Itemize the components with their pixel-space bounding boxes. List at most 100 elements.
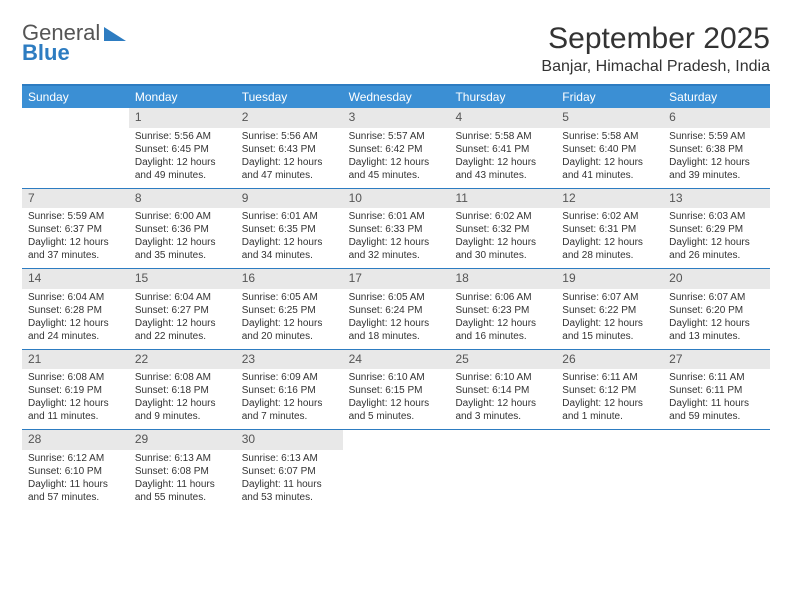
day-body: Sunrise: 6:11 AMSunset: 6:11 PMDaylight:… (663, 369, 770, 429)
logo-triangle-icon (104, 25, 126, 41)
sunset-text: Sunset: 6:12 PM (562, 384, 657, 397)
sunset-text: Sunset: 6:41 PM (455, 143, 550, 156)
calendar-day: 28Sunrise: 6:12 AMSunset: 6:10 PMDayligh… (22, 430, 129, 510)
day-number: 18 (449, 269, 556, 289)
day-number: 19 (556, 269, 663, 289)
day-body: Sunrise: 6:13 AMSunset: 6:08 PMDaylight:… (129, 450, 236, 510)
sunrise-text: Sunrise: 5:57 AM (349, 130, 444, 143)
sunset-text: Sunset: 6:15 PM (349, 384, 444, 397)
calendar-day: 1Sunrise: 5:56 AMSunset: 6:45 PMDaylight… (129, 108, 236, 188)
sunrise-text: Sunrise: 6:08 AM (28, 371, 123, 384)
calendar-day: 20Sunrise: 6:07 AMSunset: 6:20 PMDayligh… (663, 269, 770, 349)
daylight-text: Daylight: 12 hours and 43 minutes. (455, 156, 550, 182)
day-number: 9 (236, 189, 343, 209)
sunrise-text: Sunrise: 6:06 AM (455, 291, 550, 304)
day-number: 23 (236, 350, 343, 370)
sunset-text: Sunset: 6:36 PM (135, 223, 230, 236)
day-body: Sunrise: 6:09 AMSunset: 6:16 PMDaylight:… (236, 369, 343, 429)
sunset-text: Sunset: 6:29 PM (669, 223, 764, 236)
calendar-day: 5Sunrise: 5:58 AMSunset: 6:40 PMDaylight… (556, 108, 663, 188)
day-body: Sunrise: 6:02 AMSunset: 6:32 PMDaylight:… (449, 208, 556, 268)
weekday-header: Sunday Monday Tuesday Wednesday Thursday… (22, 86, 770, 108)
daylight-text: Daylight: 12 hours and 47 minutes. (242, 156, 337, 182)
day-body: Sunrise: 6:05 AMSunset: 6:24 PMDaylight:… (343, 289, 450, 349)
day-body: Sunrise: 6:05 AMSunset: 6:25 PMDaylight:… (236, 289, 343, 349)
daylight-text: Daylight: 12 hours and 35 minutes. (135, 236, 230, 262)
calendar-day: 11Sunrise: 6:02 AMSunset: 6:32 PMDayligh… (449, 189, 556, 269)
day-body: Sunrise: 5:58 AMSunset: 6:40 PMDaylight:… (556, 128, 663, 188)
calendar-day: 19Sunrise: 6:07 AMSunset: 6:22 PMDayligh… (556, 269, 663, 349)
weekday-thursday: Thursday (449, 86, 556, 108)
daylight-text: Daylight: 12 hours and 34 minutes. (242, 236, 337, 262)
day-body: Sunrise: 5:59 AMSunset: 6:38 PMDaylight:… (663, 128, 770, 188)
day-body: Sunrise: 6:01 AMSunset: 6:33 PMDaylight:… (343, 208, 450, 268)
calendar-day: 7Sunrise: 5:59 AMSunset: 6:37 PMDaylight… (22, 189, 129, 269)
calendar-day (556, 430, 663, 510)
calendar-day (449, 430, 556, 510)
daylight-text: Daylight: 12 hours and 32 minutes. (349, 236, 444, 262)
location-label: Banjar, Himachal Pradesh, India (541, 58, 770, 76)
day-body: Sunrise: 5:56 AMSunset: 6:43 PMDaylight:… (236, 128, 343, 188)
day-number: 13 (663, 189, 770, 209)
sunrise-text: Sunrise: 6:01 AM (349, 210, 444, 223)
sunrise-text: Sunrise: 6:10 AM (455, 371, 550, 384)
day-number: 10 (343, 189, 450, 209)
day-number: 2 (236, 108, 343, 128)
daylight-text: Daylight: 12 hours and 39 minutes. (669, 156, 764, 182)
calendar-day: 14Sunrise: 6:04 AMSunset: 6:28 PMDayligh… (22, 269, 129, 349)
sunrise-text: Sunrise: 6:02 AM (562, 210, 657, 223)
daylight-text: Daylight: 11 hours and 57 minutes. (28, 478, 123, 504)
calendar-day (343, 430, 450, 510)
sunrise-text: Sunrise: 5:56 AM (242, 130, 337, 143)
daylight-text: Daylight: 12 hours and 3 minutes. (455, 397, 550, 423)
day-number (556, 430, 663, 434)
calendar-day: 15Sunrise: 6:04 AMSunset: 6:27 PMDayligh… (129, 269, 236, 349)
day-body: Sunrise: 6:04 AMSunset: 6:27 PMDaylight:… (129, 289, 236, 349)
sunrise-text: Sunrise: 6:10 AM (349, 371, 444, 384)
weekday-friday: Friday (556, 86, 663, 108)
daylight-text: Daylight: 12 hours and 5 minutes. (349, 397, 444, 423)
day-body: Sunrise: 6:03 AMSunset: 6:29 PMDaylight:… (663, 208, 770, 268)
sunset-text: Sunset: 6:40 PM (562, 143, 657, 156)
weekday-wednesday: Wednesday (343, 86, 450, 108)
weekday-tuesday: Tuesday (236, 86, 343, 108)
day-number: 3 (343, 108, 450, 128)
day-number (449, 430, 556, 434)
day-body: Sunrise: 6:00 AMSunset: 6:36 PMDaylight:… (129, 208, 236, 268)
daylight-text: Daylight: 11 hours and 55 minutes. (135, 478, 230, 504)
calendar-week: 1Sunrise: 5:56 AMSunset: 6:45 PMDaylight… (22, 108, 770, 188)
calendar-day: 4Sunrise: 5:58 AMSunset: 6:41 PMDaylight… (449, 108, 556, 188)
calendar-day: 9Sunrise: 6:01 AMSunset: 6:35 PMDaylight… (236, 189, 343, 269)
day-body: Sunrise: 6:12 AMSunset: 6:10 PMDaylight:… (22, 450, 129, 510)
sunset-text: Sunset: 6:28 PM (28, 304, 123, 317)
day-number: 15 (129, 269, 236, 289)
calendar-day: 25Sunrise: 6:10 AMSunset: 6:14 PMDayligh… (449, 350, 556, 430)
day-body: Sunrise: 6:10 AMSunset: 6:15 PMDaylight:… (343, 369, 450, 429)
daylight-text: Daylight: 11 hours and 59 minutes. (669, 397, 764, 423)
daylight-text: Daylight: 12 hours and 13 minutes. (669, 317, 764, 343)
sunrise-text: Sunrise: 5:56 AM (135, 130, 230, 143)
day-body: Sunrise: 6:06 AMSunset: 6:23 PMDaylight:… (449, 289, 556, 349)
calendar-day: 22Sunrise: 6:08 AMSunset: 6:18 PMDayligh… (129, 350, 236, 430)
daylight-text: Daylight: 12 hours and 30 minutes. (455, 236, 550, 262)
day-body: Sunrise: 6:07 AMSunset: 6:20 PMDaylight:… (663, 289, 770, 349)
daylight-text: Daylight: 12 hours and 49 minutes. (135, 156, 230, 182)
sunset-text: Sunset: 6:10 PM (28, 465, 123, 478)
weekday-sunday: Sunday (22, 86, 129, 108)
page-header: General Blue September 2025 Banjar, Hima… (22, 22, 770, 76)
daylight-text: Daylight: 12 hours and 15 minutes. (562, 317, 657, 343)
sunset-text: Sunset: 6:07 PM (242, 465, 337, 478)
daylight-text: Daylight: 12 hours and 22 minutes. (135, 317, 230, 343)
day-body: Sunrise: 6:01 AMSunset: 6:35 PMDaylight:… (236, 208, 343, 268)
day-body: Sunrise: 6:11 AMSunset: 6:12 PMDaylight:… (556, 369, 663, 429)
calendar-day: 27Sunrise: 6:11 AMSunset: 6:11 PMDayligh… (663, 350, 770, 430)
day-number: 29 (129, 430, 236, 450)
sunrise-text: Sunrise: 6:05 AM (349, 291, 444, 304)
day-body: Sunrise: 5:57 AMSunset: 6:42 PMDaylight:… (343, 128, 450, 188)
sunrise-text: Sunrise: 5:59 AM (28, 210, 123, 223)
day-number: 24 (343, 350, 450, 370)
calendar-day: 12Sunrise: 6:02 AMSunset: 6:31 PMDayligh… (556, 189, 663, 269)
sunrise-text: Sunrise: 6:11 AM (562, 371, 657, 384)
day-number: 27 (663, 350, 770, 370)
logo: General Blue (22, 22, 126, 64)
